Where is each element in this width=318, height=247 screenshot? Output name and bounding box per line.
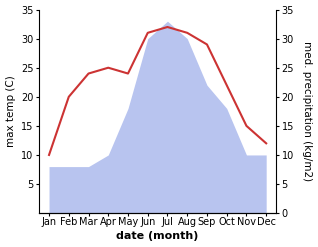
Y-axis label: med. precipitation (kg/m2): med. precipitation (kg/m2) — [302, 41, 313, 181]
Y-axis label: max temp (C): max temp (C) — [5, 75, 16, 147]
X-axis label: date (month): date (month) — [116, 231, 199, 242]
